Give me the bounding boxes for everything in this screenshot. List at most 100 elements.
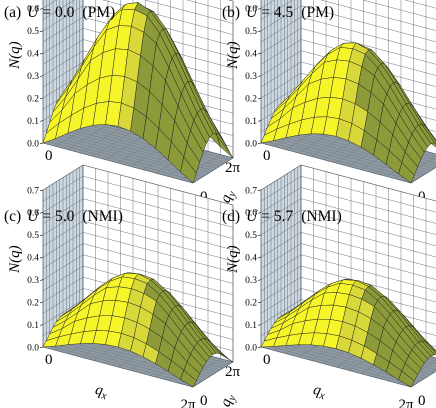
z-tick-label: 0.6 bbox=[245, 5, 257, 15]
panel-c: 0.0 0.1 0.2 0.3 0.4 0.5 0.6 0.7 N(q) 0 2π qx 0 2π qy (c… bbox=[4, 164, 241, 408]
panel-u-value: = 5.0 bbox=[42, 208, 74, 225]
z-tick-label: 0.3 bbox=[27, 276, 39, 286]
z-tick bbox=[257, 142, 262, 145]
z-tick-label: 0.5 bbox=[27, 231, 39, 241]
surface bbox=[42, 272, 234, 388]
wall-gridline bbox=[260, 232, 436, 269]
wall-gridline bbox=[42, 209, 234, 251]
wall-gridline bbox=[42, 0, 234, 35]
z-tick bbox=[257, 346, 262, 349]
z-tick-label: 0.4 bbox=[27, 50, 39, 60]
z-axis-label: N(q) bbox=[7, 41, 23, 70]
wall-gridline bbox=[42, 265, 234, 307]
z-tick bbox=[257, 75, 262, 77]
panel-label: (d) bbox=[222, 208, 240, 225]
wall-gridline bbox=[260, 175, 436, 213]
z-tick bbox=[257, 256, 262, 259]
panel-u-value: = 0.0 bbox=[42, 4, 74, 21]
x-axis-subscript: x bbox=[99, 389, 108, 402]
wall-gridline bbox=[260, 39, 436, 76]
z-tick bbox=[257, 30, 262, 32]
panel-phase: (PM) bbox=[301, 4, 334, 21]
z-tick-label: 0.2 bbox=[245, 94, 257, 104]
y-tick-label: 0 bbox=[200, 393, 208, 408]
z-axis-label: N(q) bbox=[225, 245, 241, 274]
x-tick-label: 0 bbox=[263, 352, 271, 368]
z-tick-label: 0.4 bbox=[245, 50, 257, 60]
surface-cell bbox=[180, 369, 197, 388]
z-tick-label: 0.1 bbox=[27, 117, 39, 127]
wall-gridline bbox=[42, 243, 234, 284]
wall-gridline bbox=[260, 220, 436, 258]
z-tick bbox=[39, 212, 44, 214]
surface bbox=[260, 278, 436, 388]
panel-u-symbol: U bbox=[246, 208, 259, 225]
z-tick-label: 0.0 bbox=[27, 139, 39, 149]
z-axis: 0.00.10.20.30.40.50.60.7 bbox=[27, 5, 44, 149]
z-axis: 0.00.10.20.30.40.50.60.7 bbox=[245, 5, 262, 149]
wall-gridline bbox=[42, 220, 234, 262]
panel-u-symbol: U bbox=[246, 4, 259, 21]
surface bbox=[260, 42, 436, 184]
z-tick bbox=[39, 30, 44, 32]
surface-cell bbox=[180, 156, 197, 184]
z-tick bbox=[39, 256, 44, 259]
wall-gridline bbox=[260, 198, 436, 235]
wall-gridline bbox=[260, 276, 436, 314]
z-tick-label: 0.4 bbox=[245, 254, 257, 264]
z-tick bbox=[39, 120, 44, 122]
wall-gridline bbox=[260, 50, 436, 87]
z-tick-label: 0.6 bbox=[245, 209, 257, 219]
z-tick bbox=[257, 189, 262, 192]
z-axis: 0.00.10.20.30.40.50.60.7 bbox=[27, 186, 44, 353]
surface bbox=[42, 2, 234, 184]
wall-gridline bbox=[42, 198, 234, 239]
wall-gridline bbox=[42, 28, 234, 69]
z-tick-label: 0.6 bbox=[27, 5, 39, 15]
z-axis-label: N(q) bbox=[225, 41, 241, 70]
panel-title: (a) U = 0.0 (PM) bbox=[4, 4, 115, 21]
wall-gridline bbox=[260, 0, 436, 20]
x-tick-label: 0 bbox=[263, 148, 271, 164]
x-axis-subscript: x bbox=[317, 389, 326, 402]
z-tick bbox=[39, 97, 44, 100]
panel-title: (d) U = 5.7 (NMI) bbox=[222, 208, 342, 225]
z-axis: 0.00.10.20.30.40.50.60.7 bbox=[245, 186, 262, 353]
z-tick bbox=[39, 75, 44, 77]
z-tick-label: 0.6 bbox=[27, 209, 39, 219]
z-tick bbox=[39, 8, 44, 10]
wall-gridline bbox=[42, 0, 234, 24]
z-tick-label: 0.4 bbox=[27, 254, 39, 264]
wall-gridline bbox=[42, 5, 234, 47]
panel-label: (b) bbox=[222, 4, 240, 21]
z-tick-label: 0.3 bbox=[245, 72, 257, 82]
panel-u-symbol: U bbox=[27, 208, 40, 225]
wall-gridline bbox=[42, 164, 234, 206]
z-tick-label: 0.7 bbox=[27, 186, 39, 196]
panel-phase: (NMI) bbox=[301, 208, 341, 225]
x-tick-label: 0 bbox=[45, 352, 53, 368]
z-tick bbox=[39, 324, 44, 326]
surface-cell bbox=[398, 370, 415, 388]
z-tick bbox=[257, 8, 262, 10]
z-tick-label: 0.2 bbox=[27, 298, 39, 308]
z-tick bbox=[257, 212, 262, 214]
wall-gridline bbox=[260, 164, 436, 202]
x-axis-label: qx bbox=[311, 382, 327, 402]
z-tick bbox=[257, 324, 262, 326]
wall-gridline bbox=[260, 254, 436, 291]
panel-title: (b) U = 4.5 (PM) bbox=[222, 4, 334, 21]
x-tick-label: 2π bbox=[398, 397, 414, 408]
z-axis-label: N(q) bbox=[7, 245, 23, 274]
y-axis-subscript: y bbox=[225, 190, 238, 200]
panel-title: (c) U = 5.0 (NMI) bbox=[4, 208, 123, 225]
x-axis-label: qx bbox=[93, 382, 109, 402]
z-tick-label: 0.1 bbox=[245, 117, 257, 127]
z-tick-label: 0.5 bbox=[245, 27, 257, 37]
z-tick bbox=[257, 301, 262, 304]
wall-gridline bbox=[260, 265, 436, 303]
z-tick bbox=[39, 346, 44, 349]
panel-u-value: = 5.7 bbox=[261, 208, 293, 225]
panel-d: 0.00.10.20.30.40.50.60.7N(q)02πqx02πqy(d… bbox=[222, 164, 436, 408]
